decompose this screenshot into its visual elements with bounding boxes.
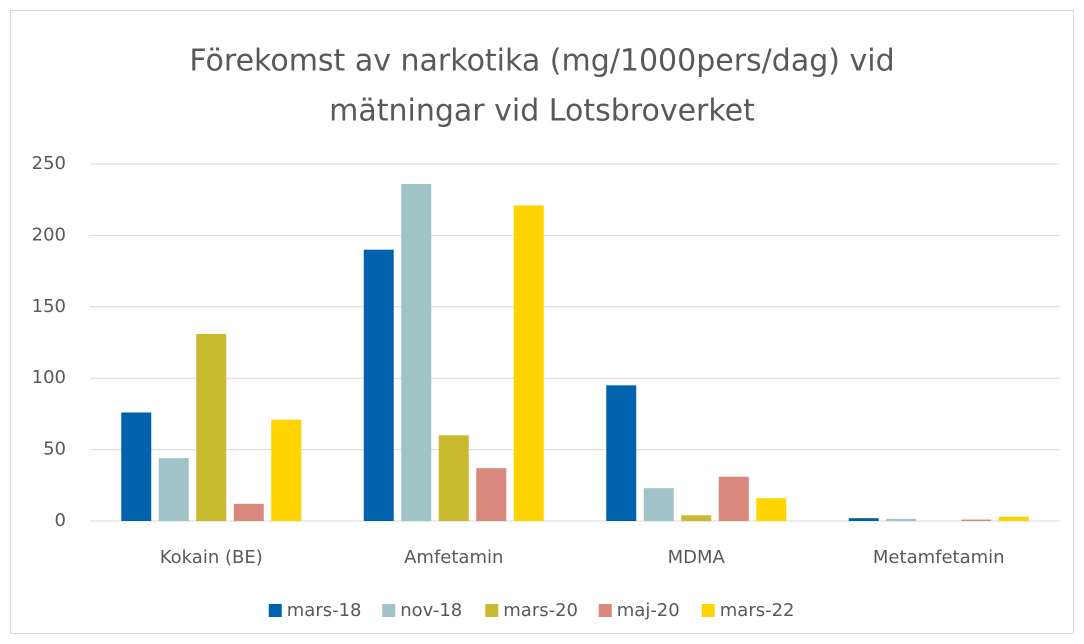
x-tick-label: MDMA xyxy=(668,547,726,568)
x-tick-label: Amfetamin xyxy=(404,547,503,568)
legend-label: nov-18 xyxy=(400,600,462,621)
bar xyxy=(271,419,302,521)
legend-swatch xyxy=(382,604,396,617)
bar xyxy=(848,518,879,521)
legend-swatch xyxy=(268,604,282,617)
bar xyxy=(606,385,637,521)
legend-label: maj-20 xyxy=(617,600,680,621)
bar xyxy=(998,516,1029,521)
bar xyxy=(121,412,152,521)
bar xyxy=(401,183,432,521)
y-tick-label: 150 xyxy=(32,296,66,317)
bar xyxy=(363,249,394,521)
y-tick-label: 250 xyxy=(32,153,66,174)
bar xyxy=(158,458,189,521)
y-tick-label: 0 xyxy=(55,510,66,531)
legend-label: mars-22 xyxy=(720,600,795,621)
bar xyxy=(886,518,917,521)
bar xyxy=(643,488,674,521)
legend-swatch xyxy=(485,604,499,617)
x-tick-label: Metamfetamin xyxy=(873,547,1005,568)
y-tick-label: 50 xyxy=(43,439,66,460)
bar xyxy=(756,498,787,521)
y-tick-label: 100 xyxy=(32,367,66,388)
bar xyxy=(513,205,544,522)
bar xyxy=(438,435,469,521)
bar xyxy=(961,519,992,521)
bar xyxy=(681,515,712,521)
bar xyxy=(196,333,227,521)
y-tick-label: 200 xyxy=(32,224,66,245)
chart-title: mätningar vid Lotsbroverket xyxy=(329,94,755,129)
legend-swatch xyxy=(701,604,715,617)
bar xyxy=(476,468,507,521)
legend-label: mars-18 xyxy=(287,600,362,621)
legend-label: mars-20 xyxy=(503,600,578,621)
bar xyxy=(233,503,264,521)
legend-swatch xyxy=(598,604,612,617)
chart-title: Förekomst av narkotika (mg/1000pers/dag)… xyxy=(189,44,894,79)
x-tick-label: Kokain (BE) xyxy=(160,547,263,568)
bar xyxy=(718,476,749,521)
